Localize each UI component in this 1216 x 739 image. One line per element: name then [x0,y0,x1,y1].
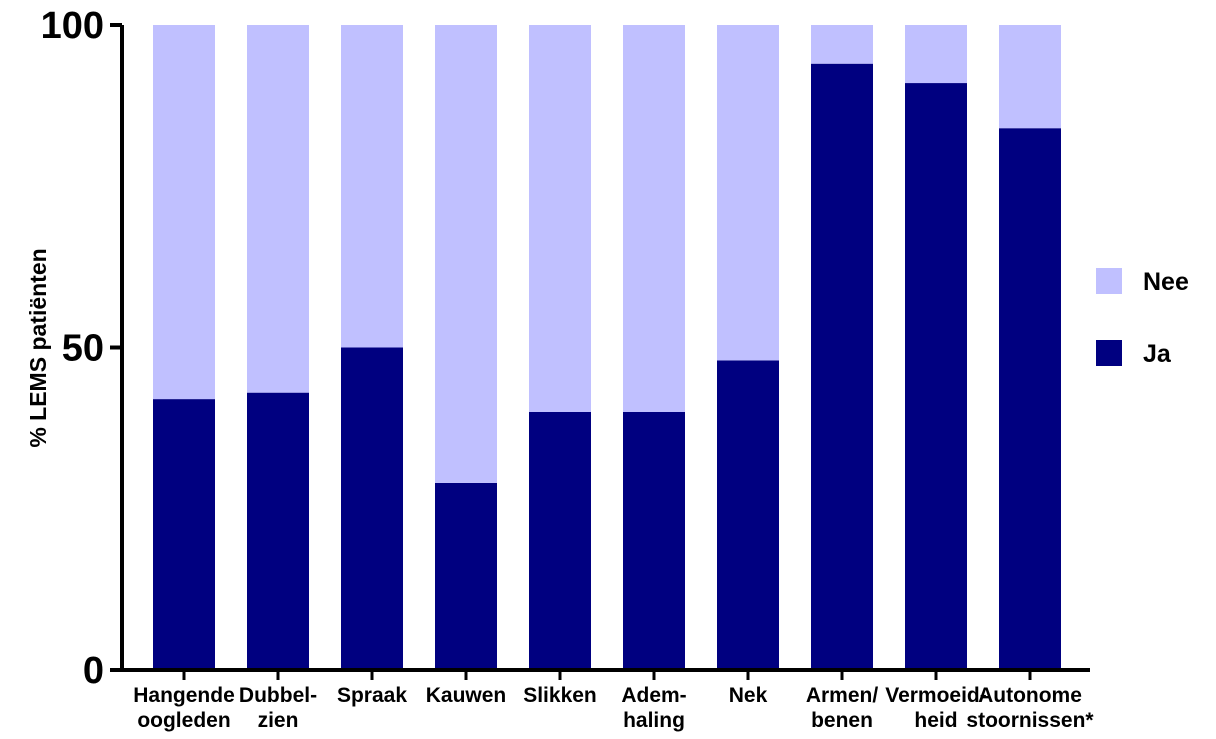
bar-ja-7 [811,64,873,670]
legend-swatch-ja [1096,340,1122,366]
bars-group [153,25,1061,670]
legend: Nee Ja [1096,268,1189,368]
bar-nee-2 [341,25,403,348]
y-tick-label-1: 50 [62,328,104,370]
bar-nee-5 [623,25,685,412]
x-tick-label-9: Autonome stoornissen* [966,684,1094,732]
legend-label-nee: Nee [1143,268,1189,296]
x-tick-label-7: Armen/benen [806,684,879,732]
legend-label-ja: Ja [1143,340,1172,368]
bar-ja-6 [717,360,779,670]
bar-nee-1 [247,25,309,393]
x-tick-label-1: Dubbel-zien [239,684,317,732]
bar-nee-0 [153,25,215,399]
bar-ja-3 [435,483,497,670]
bar-ja-0 [153,399,215,670]
bar-ja-2 [341,348,403,671]
bar-ja-9 [999,128,1061,670]
y-tick-label-0: 0 [83,650,104,692]
x-tick-label-6: Nek [729,684,768,707]
bar-ja-8 [905,83,967,670]
legend-swatch-nee [1096,268,1122,294]
bar-ja-1 [247,393,309,670]
bar-nee-8 [905,25,967,83]
bar-nee-7 [811,25,873,64]
bar-ja-4 [529,412,591,670]
y-tick-label-2: 100 [41,5,104,47]
bar-nee-9 [999,25,1061,128]
bar-nee-6 [717,25,779,360]
y-ticks-group: 0 50 100 [41,5,122,692]
y-axis-title: % LEMS patiënten [25,248,51,447]
bar-ja-5 [623,412,685,670]
bar-nee-3 [435,25,497,483]
x-tick-label-2: Spraak [337,684,407,707]
x-tick-label-0: Hangende oogleden [133,684,235,732]
x-tick-label-5: Adem-haling [621,684,686,732]
bar-nee-4 [529,25,591,412]
x-tick-label-3: Kauwen [426,684,507,707]
x-tick-label-4: Slikken [523,684,597,707]
